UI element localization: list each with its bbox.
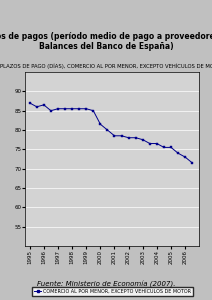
Legend: COMERCIO AL POR MENOR, EXCEPTO VEHÍCULOS DE MOTOR: COMERCIO AL POR MENOR, EXCEPTO VEHÍCULOS… [32, 287, 193, 296]
Text: Aplazamientos de pagos (período medio de pago a proveedores, Central de
Balances: Aplazamientos de pagos (período medio de… [0, 32, 212, 51]
Text: PLAZOS DE PAGO (DÍAS), COMERCIO AL POR MENOR, EXCEPTO VEHÍCULOS DE MOTOR: PLAZOS DE PAGO (DÍAS), COMERCIO AL POR M… [0, 62, 212, 68]
Text: Fuente: Ministerio de Economía (2007).: Fuente: Ministerio de Economía (2007). [37, 281, 175, 288]
